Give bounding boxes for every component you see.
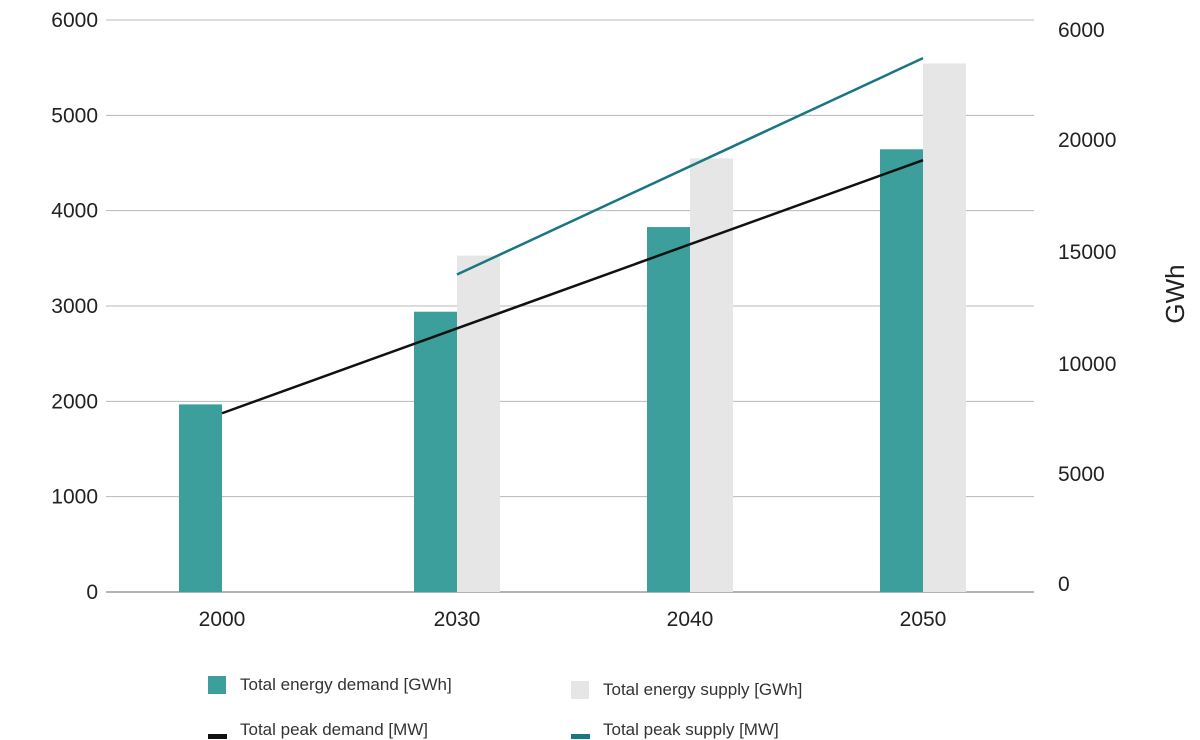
- right-axis-title: GWh: [1160, 264, 1190, 323]
- right-tick-label: 6000: [1058, 19, 1105, 42]
- demand-bar: [880, 149, 923, 592]
- right-tick-label: 0: [1058, 573, 1070, 596]
- legend-label: Total peak supply [MW]: [603, 720, 779, 739]
- demand-bar: [179, 404, 222, 592]
- legend-swatch: [208, 676, 226, 694]
- supply-bar: [457, 255, 500, 592]
- x-tick-label: 2030: [434, 608, 481, 631]
- left-tick-label: 4000: [51, 200, 98, 223]
- left-tick-label: 1000: [51, 486, 98, 509]
- demand-bar: [647, 227, 690, 592]
- left-tick-label: 3000: [51, 295, 98, 318]
- legend-swatch: [571, 734, 590, 739]
- legend-item: Total peak supply [MW]: [571, 720, 779, 739]
- right-tick-label: 5000: [1058, 463, 1105, 486]
- peak-demand-line: [221, 158, 924, 415]
- legend-label: Total energy demand [GWh]: [240, 675, 452, 694]
- legend-label: Total peak demand [MW]: [240, 720, 428, 739]
- left-tick-label: 0: [86, 581, 98, 604]
- peak-supply-line: [456, 56, 924, 276]
- legend-swatch: [571, 681, 589, 699]
- legend-swatch: [208, 734, 227, 739]
- x-tick-label: 2050: [900, 608, 947, 631]
- x-tick-label: 2040: [667, 608, 714, 631]
- left-tick-label: 6000: [51, 9, 98, 32]
- demand-bar: [414, 311, 457, 592]
- legend-item: Total peak demand [MW]: [208, 720, 428, 739]
- legend-label: Total energy supply [GWh]: [603, 680, 802, 699]
- right-tick-label: 15000: [1058, 241, 1116, 264]
- supply-bar: [923, 63, 966, 593]
- supply-bar: [690, 158, 733, 592]
- left-tick-label: 5000: [51, 104, 98, 127]
- legend-item: Total energy supply [GWh]: [571, 680, 802, 699]
- right-tick-label: 10000: [1058, 353, 1116, 376]
- x-tick-label: 2000: [199, 608, 246, 631]
- left-tick-label: 2000: [51, 390, 98, 413]
- right-tick-label: 20000: [1058, 129, 1116, 152]
- legend-item: Total energy demand [GWh]: [208, 675, 452, 694]
